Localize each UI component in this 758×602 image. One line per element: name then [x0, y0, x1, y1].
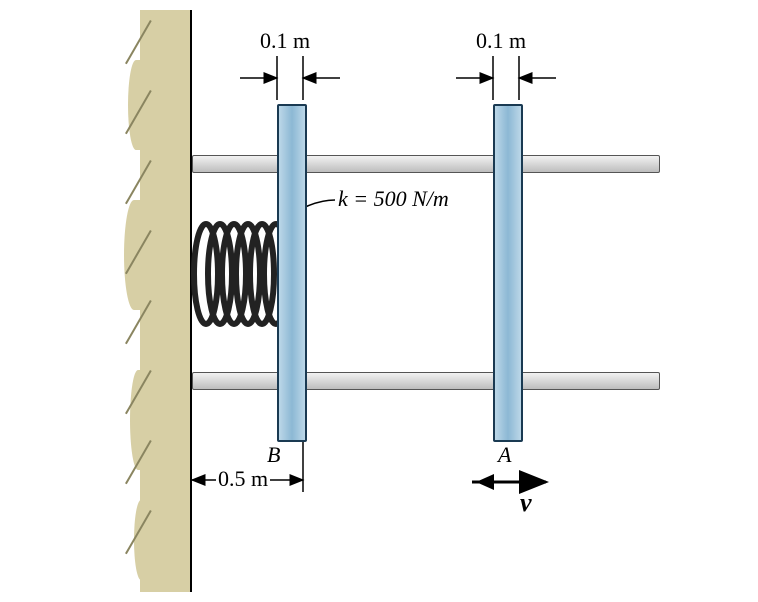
- top-rail: [192, 155, 660, 173]
- dim-label-bottom: 0.5 m: [216, 466, 270, 492]
- annotations: [0, 0, 758, 602]
- plate-b: [277, 104, 307, 442]
- wall-bulge-4: [134, 500, 148, 580]
- spring-k-label: k = 500 N/m: [338, 186, 449, 212]
- dim-label-a-top: 0.1 m: [476, 28, 526, 54]
- bottom-rail: [192, 372, 660, 390]
- wall-edge: [190, 10, 192, 592]
- velocity-label: v: [520, 488, 532, 518]
- diagram-canvas: 0.1 m 0.1 m k = 500 N/m B A 0.5 m v: [0, 0, 758, 602]
- plate-a-label: A: [498, 442, 511, 468]
- plate-b-label: B: [267, 442, 280, 468]
- plate-a: [493, 104, 523, 442]
- spring: [0, 0, 758, 602]
- dim-label-b-top: 0.1 m: [260, 28, 310, 54]
